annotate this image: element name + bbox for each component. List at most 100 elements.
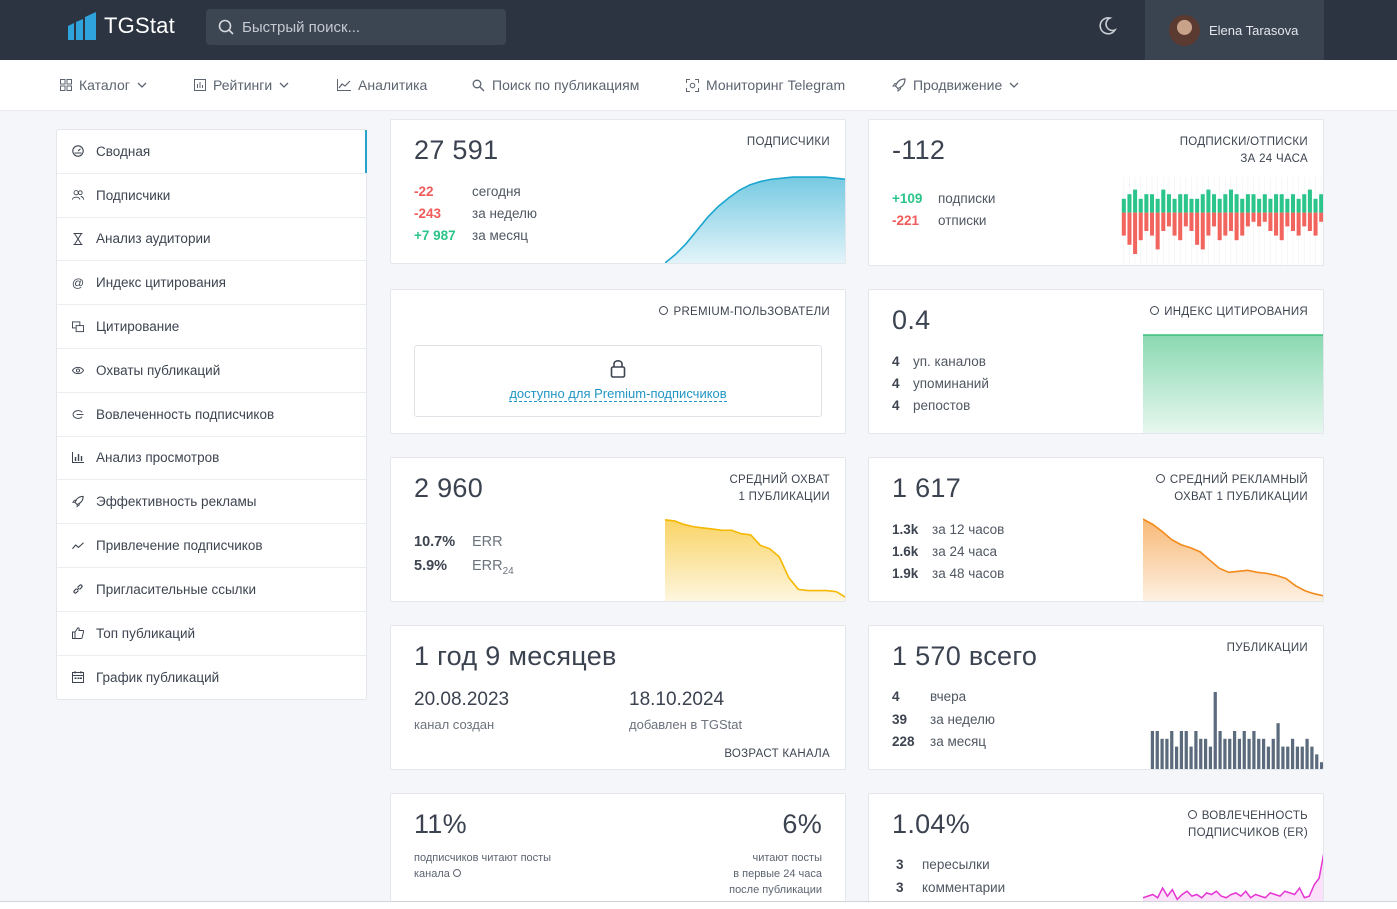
er-value: 1.04% bbox=[892, 809, 971, 839]
chart-area bbox=[665, 177, 845, 263]
chart-bar-negative bbox=[1223, 212, 1228, 236]
chart-bar bbox=[1179, 731, 1184, 769]
sidebar-item-post-schedule[interactable]: График публикаций bbox=[57, 656, 366, 700]
chart-bar-positive bbox=[1183, 194, 1188, 213]
subs-unsubs-card[interactable]: -112 ПОДПИСКИ/ОТПИСКИ ЗА 24 ЧАСА +109 подп… bbox=[868, 119, 1324, 266]
chart-bar bbox=[1290, 738, 1295, 769]
subscribers-value: 27 591 bbox=[414, 135, 499, 165]
sidebar-item-label: Топ публикаций bbox=[96, 625, 196, 641]
chart-bar bbox=[1218, 731, 1222, 769]
users-icon bbox=[72, 189, 84, 201]
chart-bar-negative bbox=[1183, 212, 1188, 227]
chart-bar-positive bbox=[1200, 194, 1205, 213]
ad-reach-chart bbox=[1143, 518, 1323, 601]
sidebar-item-label: Вовлеченность подписчиков bbox=[96, 406, 275, 422]
stat-text: репостов bbox=[913, 398, 971, 413]
chart-area bbox=[1143, 519, 1323, 601]
stat-row: 4 уп. каналов bbox=[892, 354, 986, 369]
chart-bar-negative bbox=[1200, 212, 1205, 250]
search-box[interactable] bbox=[206, 9, 506, 45]
chart-bar-positive bbox=[1195, 198, 1200, 213]
stat-row: 3 пересылки bbox=[896, 857, 990, 872]
chart-bar-negative bbox=[1121, 212, 1126, 236]
sidebar-item-citation-index[interactable]: @ Индекс цитирования bbox=[57, 261, 366, 306]
nav-analytics[interactable]: Аналитика bbox=[337, 77, 427, 93]
stat-text: вчера bbox=[930, 689, 967, 704]
sidebar-item-subscribers[interactable]: Подписчики bbox=[57, 174, 366, 218]
chart-bar bbox=[1247, 738, 1251, 769]
chart-bar bbox=[1242, 731, 1246, 769]
chart-bar bbox=[1223, 738, 1227, 769]
chart-bar bbox=[1237, 738, 1242, 769]
chart-bar-positive bbox=[1245, 194, 1250, 213]
premium-lock-box: доступно для Premium-подписчиков bbox=[414, 345, 822, 417]
stat-row: -22 сегодня bbox=[414, 184, 521, 199]
sidebar-item-reach[interactable]: Охваты публикаций bbox=[57, 349, 366, 393]
chart-line bbox=[665, 176, 845, 263]
chart-bar-positive bbox=[1228, 189, 1233, 213]
chart-bar-negative bbox=[1172, 212, 1177, 236]
er-card[interactable]: 1.04% ВОВЛЕЧЕННОСТЬ ПОДПИСЧИКОВ (ER) 3 пер… bbox=[868, 793, 1324, 909]
sidebar-item-audience[interactable]: Анализ аудитории bbox=[57, 218, 366, 262]
question-icon[interactable] bbox=[452, 869, 461, 877]
chart-bar-negative bbox=[1257, 212, 1262, 227]
sidebar-item-ad-efficiency[interactable]: Эффективность рекламы bbox=[57, 480, 366, 525]
posts-card[interactable]: 1 570 всего ПУБЛИКАЦИИ 4 вчера 39 за недел… bbox=[868, 625, 1324, 770]
logo[interactable]: TGStat bbox=[68, 12, 175, 40]
channel-age-label: ВОЗРАСТ КАНАЛА bbox=[724, 748, 830, 760]
text-line: в первые 24 часа bbox=[733, 868, 822, 880]
sidebar: Сводная Подписчики Анализ аудитории @ Ин… bbox=[56, 129, 367, 701]
ad-reach-card[interactable]: 1 617 СРЕДНИЙ РЕКЛАМНЫЙ ОХВАТ 1 ПУБЛИКАЦИ… bbox=[868, 457, 1324, 602]
stat-row: 5.9% ERR 24 bbox=[414, 558, 514, 577]
sidebar-item-label: Эффективность рекламы bbox=[96, 494, 257, 510]
reach-card[interactable]: 2 960 СРЕДНИЙ ОХВАТ 1 ПУБЛИКАЦИИ 10.7% ERR… bbox=[390, 457, 846, 602]
subscribers-card[interactable]: 27 591 ПОДПИСЧИКИ -22 сегодня -243 за неде… bbox=[390, 119, 846, 264]
chart-bar-positive bbox=[1161, 189, 1166, 213]
ad-reach-value: 1 617 bbox=[892, 473, 962, 503]
created-label: канал создан bbox=[414, 717, 495, 732]
chart-bar bbox=[1199, 738, 1203, 769]
stat-value: 3 bbox=[896, 880, 904, 895]
subs-unsubs-label: ПОДПИСКИ/ОТПИСКИ ЗА 24 ЧАСА bbox=[1180, 134, 1308, 168]
sidebar-item-engagement[interactable]: Вовлеченность подписчиков bbox=[57, 393, 366, 437]
stat-value: 1.3k bbox=[892, 522, 919, 537]
chart-bar bbox=[1281, 746, 1285, 769]
chart-bar-positive bbox=[1262, 194, 1267, 213]
sidebar-item-citations[interactable]: Цитирование bbox=[57, 305, 366, 349]
sidebar-item-label: Подписчики bbox=[96, 187, 171, 203]
sidebar-item-summary[interactable]: Сводная bbox=[57, 130, 367, 174]
nav-catalog[interactable]: Каталог bbox=[60, 77, 147, 93]
chart-bar-negative bbox=[1234, 212, 1239, 241]
stat-value: 228 bbox=[892, 734, 915, 749]
chart-bar-negative bbox=[1155, 212, 1160, 250]
nav-post-search[interactable]: Поиск по публикациям bbox=[472, 77, 639, 93]
chart-bar-negative bbox=[1178, 212, 1183, 241]
premium-link[interactable]: доступно для Premium-подписчиков bbox=[509, 386, 727, 402]
sidebar-item-invite-links[interactable]: Пригласительные ссылки bbox=[57, 568, 366, 612]
chart-bar-negative bbox=[1133, 212, 1138, 254]
nav-promotion[interactable]: Продвижение bbox=[892, 77, 1019, 93]
label-line: ЗА 24 ЧАСА bbox=[1240, 153, 1308, 165]
read-right-value: 6% bbox=[782, 809, 822, 839]
chart-bar-positive bbox=[1223, 194, 1228, 213]
sidebar-item-top-posts[interactable]: Топ публикаций bbox=[57, 612, 366, 656]
user-menu[interactable]: Elena Tarasova bbox=[1145, 0, 1324, 60]
nav-monitoring[interactable]: Мониторинг Telegram bbox=[686, 77, 845, 93]
nav-ratings[interactable]: Рейтинги bbox=[194, 77, 289, 93]
chart-bar bbox=[1315, 754, 1319, 769]
stat-row: 10.7% ERR bbox=[414, 534, 503, 550]
citation-card[interactable]: 0.4 ИНДЕКС ЦИТИРОВАНИЯ 4 уп. каналов 4 упо… bbox=[868, 289, 1324, 434]
read-card: 11% подписчиков читают посты канала 6% чи… bbox=[390, 793, 846, 909]
chart-bar bbox=[1174, 746, 1179, 769]
stat-value: 1.6k bbox=[892, 544, 919, 559]
chart-bar bbox=[1286, 746, 1290, 769]
chart-bar-positive bbox=[1133, 189, 1138, 213]
reach-value: 2 960 bbox=[414, 473, 484, 503]
sidebar-item-acquisition[interactable]: Привлечение подписчиков bbox=[57, 524, 366, 568]
sidebar-item-views[interactable]: Анализ просмотров bbox=[57, 437, 366, 481]
moon-icon[interactable] bbox=[1096, 15, 1118, 37]
chart-line bbox=[1143, 518, 1323, 597]
chart-bar bbox=[1271, 738, 1275, 769]
search-input[interactable] bbox=[242, 18, 482, 36]
nav-label: Каталог bbox=[79, 77, 130, 93]
